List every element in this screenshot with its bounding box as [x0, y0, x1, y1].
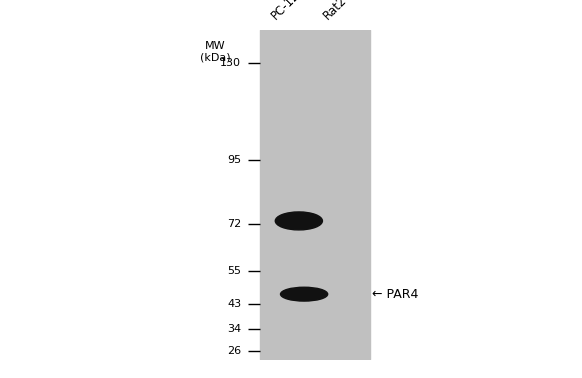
Ellipse shape	[275, 212, 322, 230]
Text: 72: 72	[227, 219, 241, 229]
Text: 26: 26	[227, 346, 241, 356]
Text: PC-12: PC-12	[269, 0, 303, 22]
Text: 43: 43	[227, 299, 241, 309]
Text: ← PAR4: ← PAR4	[372, 288, 418, 301]
Text: Rat2: Rat2	[321, 0, 350, 22]
Text: MW
(kDa): MW (kDa)	[200, 41, 230, 63]
Ellipse shape	[281, 287, 328, 301]
Text: 55: 55	[227, 266, 241, 276]
Text: 95: 95	[227, 155, 241, 165]
Text: 130: 130	[220, 59, 241, 68]
Text: 34: 34	[227, 324, 241, 334]
